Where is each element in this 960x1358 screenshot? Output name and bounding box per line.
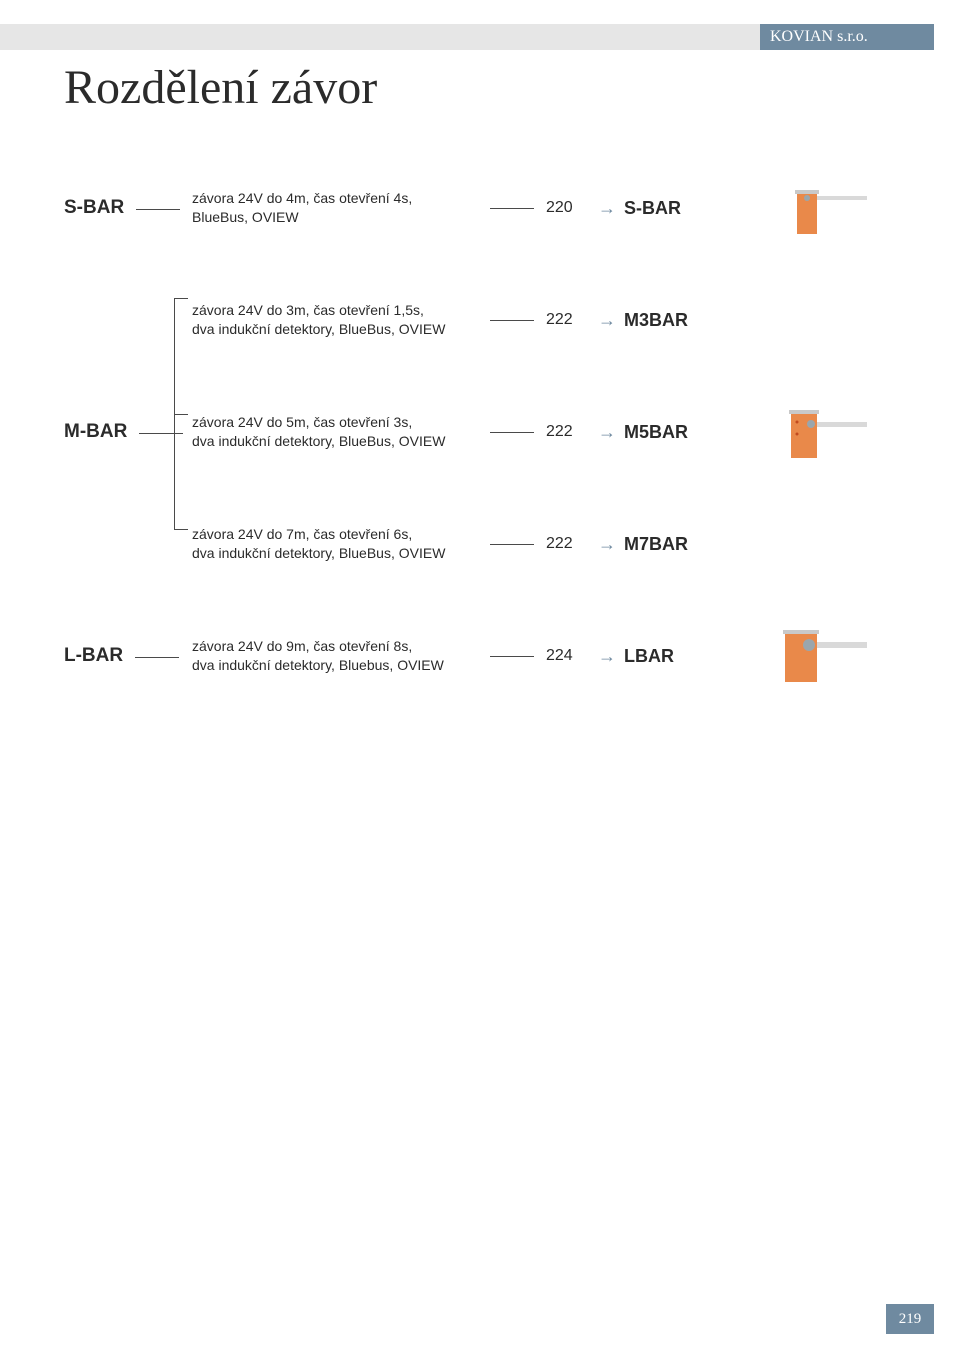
product-key: S-BAR (624, 198, 734, 219)
desc-line: dva indukční detektory, Bluebus, OVIEW (192, 656, 482, 675)
arrow-icon: → (598, 198, 624, 219)
desc-line: dva indukční detektory, BlueBus, OVIEW (192, 432, 482, 451)
connector-line (490, 432, 534, 433)
product-key: M3BAR (624, 310, 734, 331)
product-row: závora 24V do 7m, čas otevření 6s, dva i… (64, 516, 896, 572)
header-band (0, 24, 760, 50)
connector-line (490, 544, 534, 545)
brand-badge: KOVIAN s.r.o. (760, 24, 934, 50)
desc-line: dva indukční detektory, BlueBus, OVIEW (192, 544, 482, 563)
page-ref: 220 (546, 199, 598, 217)
barrier-icon (749, 628, 869, 684)
desc-line: závora 24V do 4m, čas otevření 4s, (192, 189, 482, 208)
product-key: M5BAR (624, 422, 734, 443)
arrow-icon: → (598, 646, 624, 667)
page-ref: 222 (546, 311, 598, 329)
category-label: M-BAR (64, 421, 127, 443)
product-key: LBAR (624, 646, 734, 667)
leader-line (136, 209, 180, 210)
product-key: M7BAR (624, 534, 734, 555)
page-ref: 222 (546, 535, 598, 553)
category-label: L-BAR (64, 645, 123, 667)
product-rows: S-BAR závora 24V do 4m, čas otevření 4s,… (64, 180, 896, 740)
desc-line: závora 24V do 9m, čas otevření 8s, (192, 637, 482, 656)
leader-line (135, 657, 179, 658)
desc-line: závora 24V do 3m, čas otevření 1,5s, (192, 301, 482, 320)
page-ref: 224 (546, 647, 598, 665)
arrow-icon: → (598, 310, 624, 331)
desc-line: závora 24V do 5m, čas otevření 3s, (192, 413, 482, 432)
arrow-icon: → (598, 422, 624, 443)
barrier-icon (749, 180, 869, 236)
connector-line (490, 320, 534, 321)
desc-line: závora 24V do 7m, čas otevření 6s, (192, 525, 482, 544)
category-label: S-BAR (64, 197, 124, 219)
page-number-badge: 219 (886, 1304, 934, 1334)
product-row: S-BAR závora 24V do 4m, čas otevření 4s,… (64, 180, 896, 236)
product-row: M-BAR závora 24V do 5m, čas otevření 3s,… (64, 404, 896, 460)
product-row: L-BAR závora 24V do 9m, čas otevření 8s,… (64, 628, 896, 684)
leader-line (139, 433, 183, 434)
connector-line (490, 656, 534, 657)
desc-line: dva indukční detektory, BlueBus, OVIEW (192, 320, 482, 339)
desc-line: BlueBus, OVIEW (192, 208, 482, 227)
arrow-icon: → (598, 534, 624, 555)
page-title: Rozdělení závor (64, 60, 377, 115)
page-ref: 222 (546, 423, 598, 441)
connector-line (490, 208, 534, 209)
product-row: závora 24V do 3m, čas otevření 1,5s, dva… (64, 292, 896, 348)
barrier-icon (749, 404, 869, 460)
